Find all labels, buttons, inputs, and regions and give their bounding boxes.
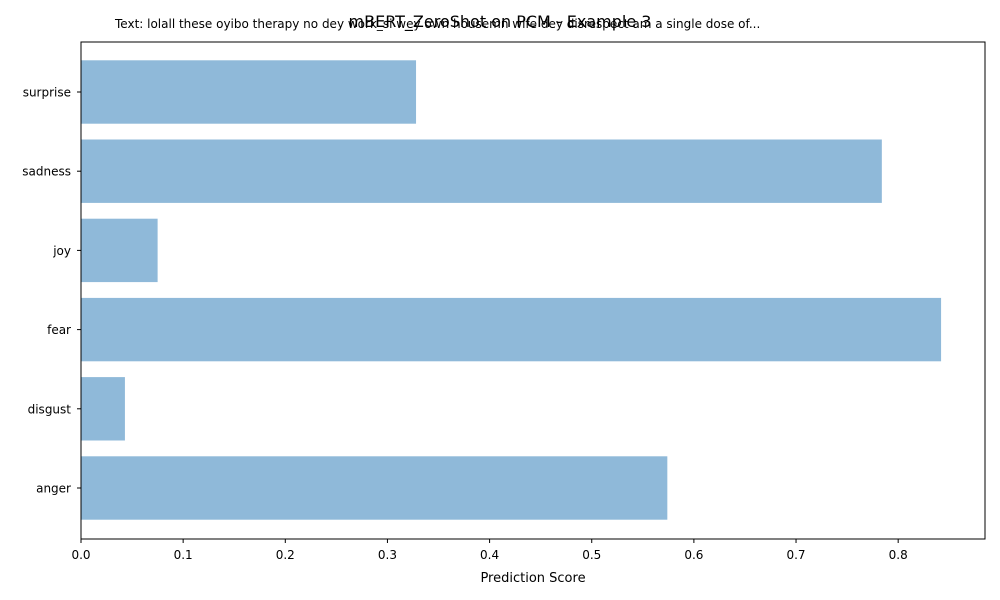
chart-subtitle: Text: lolall these oyibo therapy no dey … xyxy=(115,17,761,31)
y-tick-label-sadness: sadness xyxy=(22,165,71,179)
bars-group xyxy=(81,60,942,520)
bar-joy xyxy=(81,218,158,283)
plot-frame xyxy=(80,41,986,540)
bar-fear xyxy=(81,297,942,362)
y-tick-label-anger: anger xyxy=(36,482,71,496)
x-tick-label: 0.0 xyxy=(71,548,90,562)
y-tick-label-surprise: surprise xyxy=(23,86,71,100)
x-tick-label: 0.5 xyxy=(582,548,601,562)
x-tick-label: 0.3 xyxy=(378,548,397,562)
bar-surprise xyxy=(81,60,417,124)
bar-sadness xyxy=(81,139,882,203)
bar-anger xyxy=(81,456,668,520)
bar-disgust xyxy=(81,377,125,441)
x-tick-label: 0.4 xyxy=(480,548,499,562)
x-tick-label: 0.6 xyxy=(684,548,703,562)
y-axis: surprise sadness joy fear disgust anger xyxy=(22,86,81,496)
y-tick-label-disgust: disgust xyxy=(28,402,72,416)
x-tick-label: 0.7 xyxy=(786,548,805,562)
chart-title: mBERT_ZeroShot on PCM - Example 3 xyxy=(348,12,652,31)
y-tick-label-joy: joy xyxy=(52,244,71,258)
x-tick-label: 0.2 xyxy=(276,548,295,562)
y-tick-label-fear: fear xyxy=(47,323,71,337)
x-tick-label: 0.8 xyxy=(889,548,908,562)
x-tick-label: 0.1 xyxy=(174,548,193,562)
x-axis: 0.0 0.1 0.2 0.3 0.4 0.5 0.6 0.7 0.8 xyxy=(71,539,908,562)
x-axis-label: Prediction Score xyxy=(480,571,585,586)
